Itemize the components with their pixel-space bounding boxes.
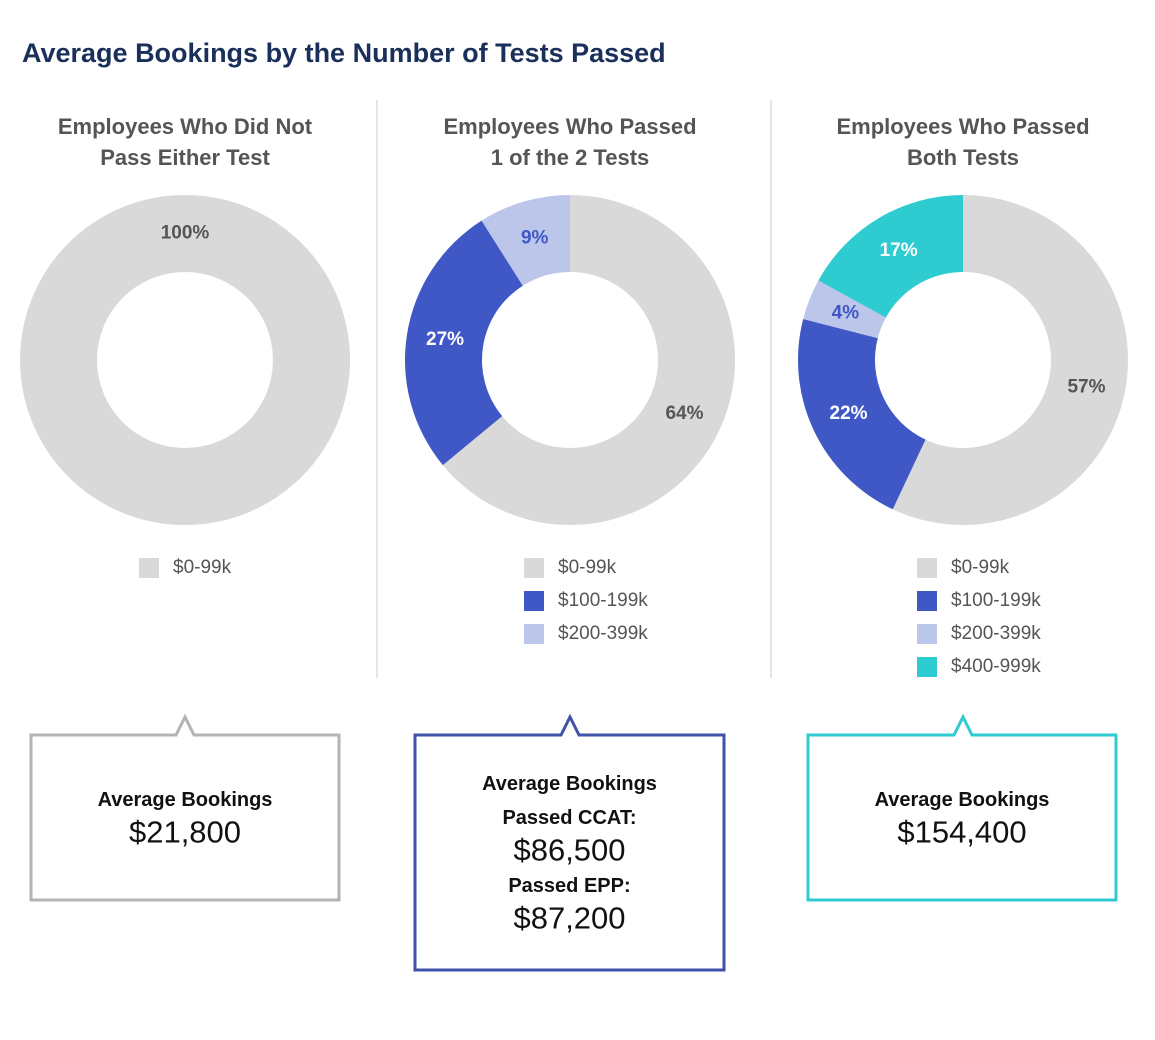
legend-label: $200-399k <box>558 623 648 644</box>
legend-swatch <box>917 624 937 644</box>
callout-box <box>413 713 726 972</box>
slice-label: 22% <box>830 403 868 424</box>
callout-value: $86,500 <box>513 833 625 868</box>
callout-heading: Average Bookings <box>875 789 1050 811</box>
slice-label: 9% <box>521 228 549 249</box>
chart-title: Employees Who Passed <box>836 114 1089 139</box>
donut-slice <box>405 220 523 466</box>
legend-label: $400-999k <box>951 656 1041 677</box>
legend-swatch <box>524 558 544 578</box>
callout-heading: Average Bookings <box>482 773 657 795</box>
chart-title: Employees Who Did Not <box>58 114 313 139</box>
slice-label: 64% <box>665 403 703 424</box>
donut-slice <box>803 280 886 339</box>
legend-label: $0-99k <box>558 557 617 578</box>
legend-label: $0-99k <box>173 557 232 578</box>
callout-box <box>29 713 341 902</box>
legend-swatch <box>917 591 937 611</box>
callout-value: $154,400 <box>897 815 1026 850</box>
donut-slice <box>818 195 963 318</box>
slice-label: 57% <box>1067 377 1105 398</box>
callout-heading: Average Bookings <box>98 789 273 811</box>
legend-swatch <box>524 624 544 644</box>
legend-swatch <box>139 558 159 578</box>
callout-heading: Passed CCAT: <box>502 807 636 829</box>
donut-slice <box>442 195 736 525</box>
slice-label: 17% <box>880 240 918 261</box>
donut-slice <box>481 195 570 286</box>
legend-label: $0-99k <box>951 557 1010 578</box>
legend-swatch <box>917 657 937 677</box>
legend-label: $100-199k <box>558 590 648 611</box>
donut-slice <box>892 195 1128 525</box>
slice-label: 100% <box>161 223 210 244</box>
chart-title: Pass Either Test <box>100 145 270 170</box>
callout-value: $87,200 <box>513 901 625 936</box>
chart-title: 1 of the 2 Tests <box>491 145 650 170</box>
slice-label: 4% <box>832 302 860 323</box>
callout-heading: Passed EPP: <box>508 875 630 897</box>
legend-label: $200-399k <box>951 623 1041 644</box>
chart-title: Employees Who Passed <box>443 114 696 139</box>
callout-box <box>806 713 1118 902</box>
donut-slice <box>19 194 350 526</box>
donut-slice <box>798 318 926 510</box>
legend-swatch <box>524 591 544 611</box>
page-title: Average Bookings by the Number of Tests … <box>22 38 666 68</box>
legend-label: $100-199k <box>951 590 1041 611</box>
chart-title: Both Tests <box>907 145 1019 170</box>
slice-label: 27% <box>426 329 464 350</box>
legend-swatch <box>917 558 937 578</box>
callout-value: $21,800 <box>129 815 241 850</box>
